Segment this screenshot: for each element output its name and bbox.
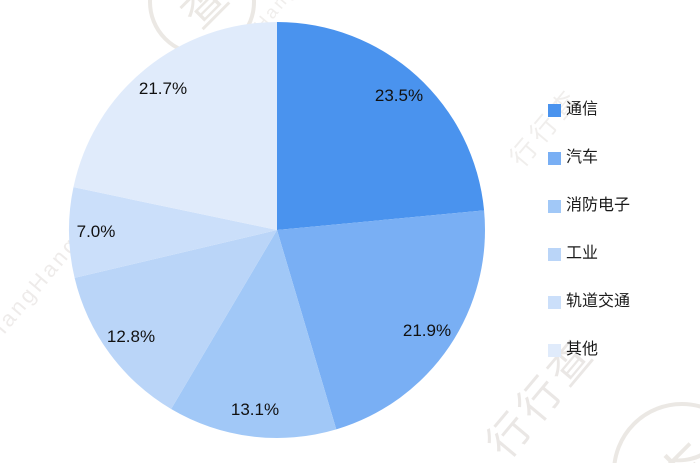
slice-label-4: 7.0% (76, 222, 116, 241)
legend-label: 工业 (566, 245, 599, 262)
legend-swatch-icon (548, 151, 561, 165)
slice-label-2: 13.1% (230, 400, 280, 419)
legend-swatch-icon (548, 247, 561, 261)
pie-slice-2 (171, 230, 337, 438)
legend-label: 汽车 (566, 149, 599, 166)
legend-label: 其他 (566, 341, 599, 358)
legend-swatch-icon (548, 295, 561, 309)
legend-label: 轨道交通 (566, 293, 631, 310)
legend-label: 通信 (566, 101, 599, 118)
legend-item-guidaojiaotong: 轨道交通 (548, 292, 630, 312)
legend-swatch-icon (548, 103, 561, 117)
legend-item-tongxin: 通信 (548, 100, 630, 120)
slice-label-3: 12.8% (106, 327, 156, 346)
legend-item-qiche: 汽车 (548, 148, 630, 168)
legend-item-xiaofangdianzi: 消防电子 (548, 196, 630, 216)
legend-item-qita: 其他 (548, 340, 630, 360)
pie-slice-1 (277, 210, 486, 430)
pie-slice-3 (74, 230, 277, 410)
legend-item-gongye: 工业 (548, 244, 630, 264)
legend: 通信 汽车 消防电子 工业 轨道交通 其他 (548, 100, 630, 360)
slice-label-0: 23.5% (374, 86, 424, 105)
legend-label: 消防电子 (566, 197, 631, 214)
slice-label-5: 21.7% (138, 79, 188, 98)
pie-slice-5 (73, 22, 278, 230)
pie-slice-4 (69, 187, 277, 278)
slice-label-1: 21.9% (402, 321, 452, 340)
legend-swatch-icon (548, 199, 561, 213)
pie-slice-0 (277, 22, 485, 230)
legend-swatch-icon (548, 343, 561, 357)
